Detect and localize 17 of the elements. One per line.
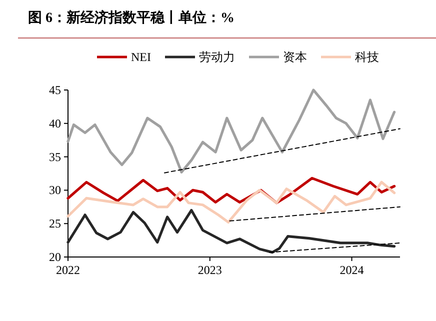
line-series: [66, 88, 396, 174]
x-tick-label: 2024: [340, 263, 364, 277]
legend-label: NEI: [131, 50, 151, 64]
legend-label: 资本: [283, 50, 307, 64]
chart-title: 图 6：新经济指数平稳丨单位：%: [28, 9, 234, 26]
legend-label: 劳动力: [199, 50, 235, 64]
x-tick-label: 2023: [198, 263, 222, 277]
y-tick-label: 25: [49, 216, 61, 231]
x-tick-label: 2022: [56, 263, 80, 277]
y-tick-label: 35: [49, 150, 61, 164]
y-tick-label: 20: [49, 250, 61, 264]
y-tick-label: 40: [49, 116, 61, 130]
line-series: [66, 180, 396, 224]
legend-label: 科技: [355, 50, 379, 64]
y-tick-label: 45: [49, 83, 61, 97]
line-series: [66, 208, 396, 254]
y-tick-label: 30: [49, 183, 61, 198]
